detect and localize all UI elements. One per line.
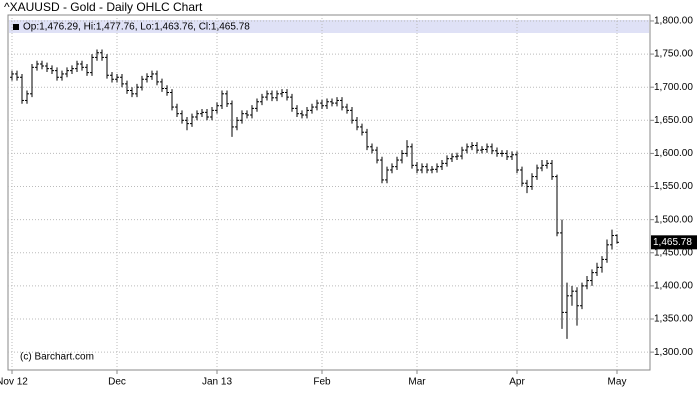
y-tick-label: 1,750.00 bbox=[654, 49, 693, 60]
x-tick-label: Mar bbox=[408, 377, 426, 388]
y-tick-label: 1,700.00 bbox=[654, 82, 693, 93]
x-tick-label: May bbox=[608, 377, 627, 388]
y-tick-label: 1,800.00 bbox=[654, 16, 693, 27]
x-tick-label: Apr bbox=[509, 377, 525, 388]
chart-title: ^XAUUSD - Gold - Daily OHLC Chart bbox=[4, 0, 203, 14]
credit: (c) Barchart.com bbox=[20, 352, 94, 363]
last-price-label: 1,465.78 bbox=[653, 237, 692, 248]
last-price-box bbox=[651, 235, 697, 250]
y-tick-label: 1,600.00 bbox=[654, 148, 693, 159]
y-tick-label: 1,400.00 bbox=[654, 281, 693, 292]
x-tick-label: Feb bbox=[313, 377, 331, 388]
x-tick-label: Jan 13 bbox=[202, 377, 232, 388]
y-tick-label: 1,450.00 bbox=[654, 247, 693, 258]
y-tick-label: 1,300.00 bbox=[654, 347, 693, 358]
y-tick-label: 1,500.00 bbox=[654, 214, 693, 225]
x-tick-label: Dec bbox=[108, 377, 126, 388]
header-marker bbox=[13, 24, 19, 30]
header-text: Op:1,476.29, Hi:1,477.76, Lo:1,463.76, C… bbox=[23, 22, 250, 33]
header-band bbox=[9, 20, 649, 33]
y-tick-label: 1,550.00 bbox=[654, 181, 693, 192]
plot-frame bbox=[7, 14, 651, 371]
y-tick-label: 1,650.00 bbox=[654, 115, 693, 126]
x-tick-label: Nov 12 bbox=[0, 377, 28, 388]
y-tick-label: 1,350.00 bbox=[654, 314, 693, 325]
